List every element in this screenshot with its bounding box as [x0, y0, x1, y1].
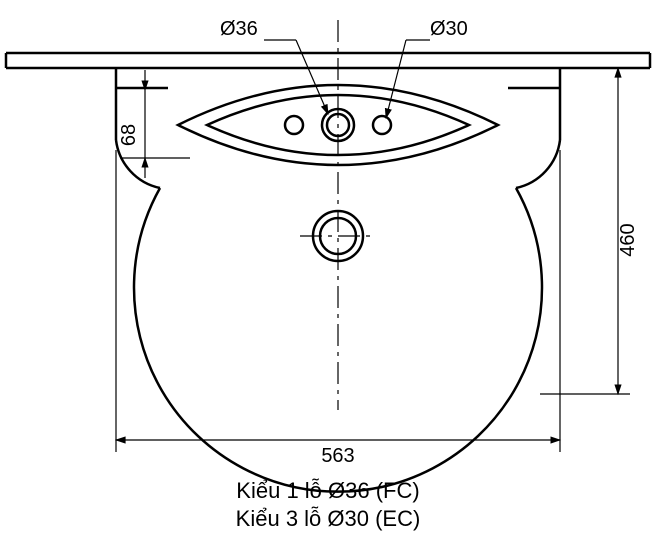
caption-line2: Kiểu 3 lỗ Ø30 (EC) — [236, 506, 421, 531]
dim-dia36-label: Ø36 — [220, 18, 258, 40]
right-hole — [373, 116, 391, 134]
centerlines — [300, 20, 376, 410]
technical-drawing: Ø36 Ø30 68 460 563 Kiểu 1 lỗ Ø36 (FC) Ki… — [0, 0, 657, 551]
dim-563-label: 563 — [321, 445, 354, 467]
dim-68-label: 68 — [118, 124, 140, 146]
left-hole — [285, 116, 303, 134]
dim-dia36: Ø36 — [220, 18, 328, 114]
caption-line1: Kiểu 1 lỗ Ø36 (FC) — [236, 478, 419, 503]
dim-460: 460 — [540, 68, 639, 394]
dim-dia30-label: Ø30 — [430, 18, 468, 40]
countertop-slab — [6, 53, 650, 68]
dim-460-label: 460 — [617, 223, 639, 256]
